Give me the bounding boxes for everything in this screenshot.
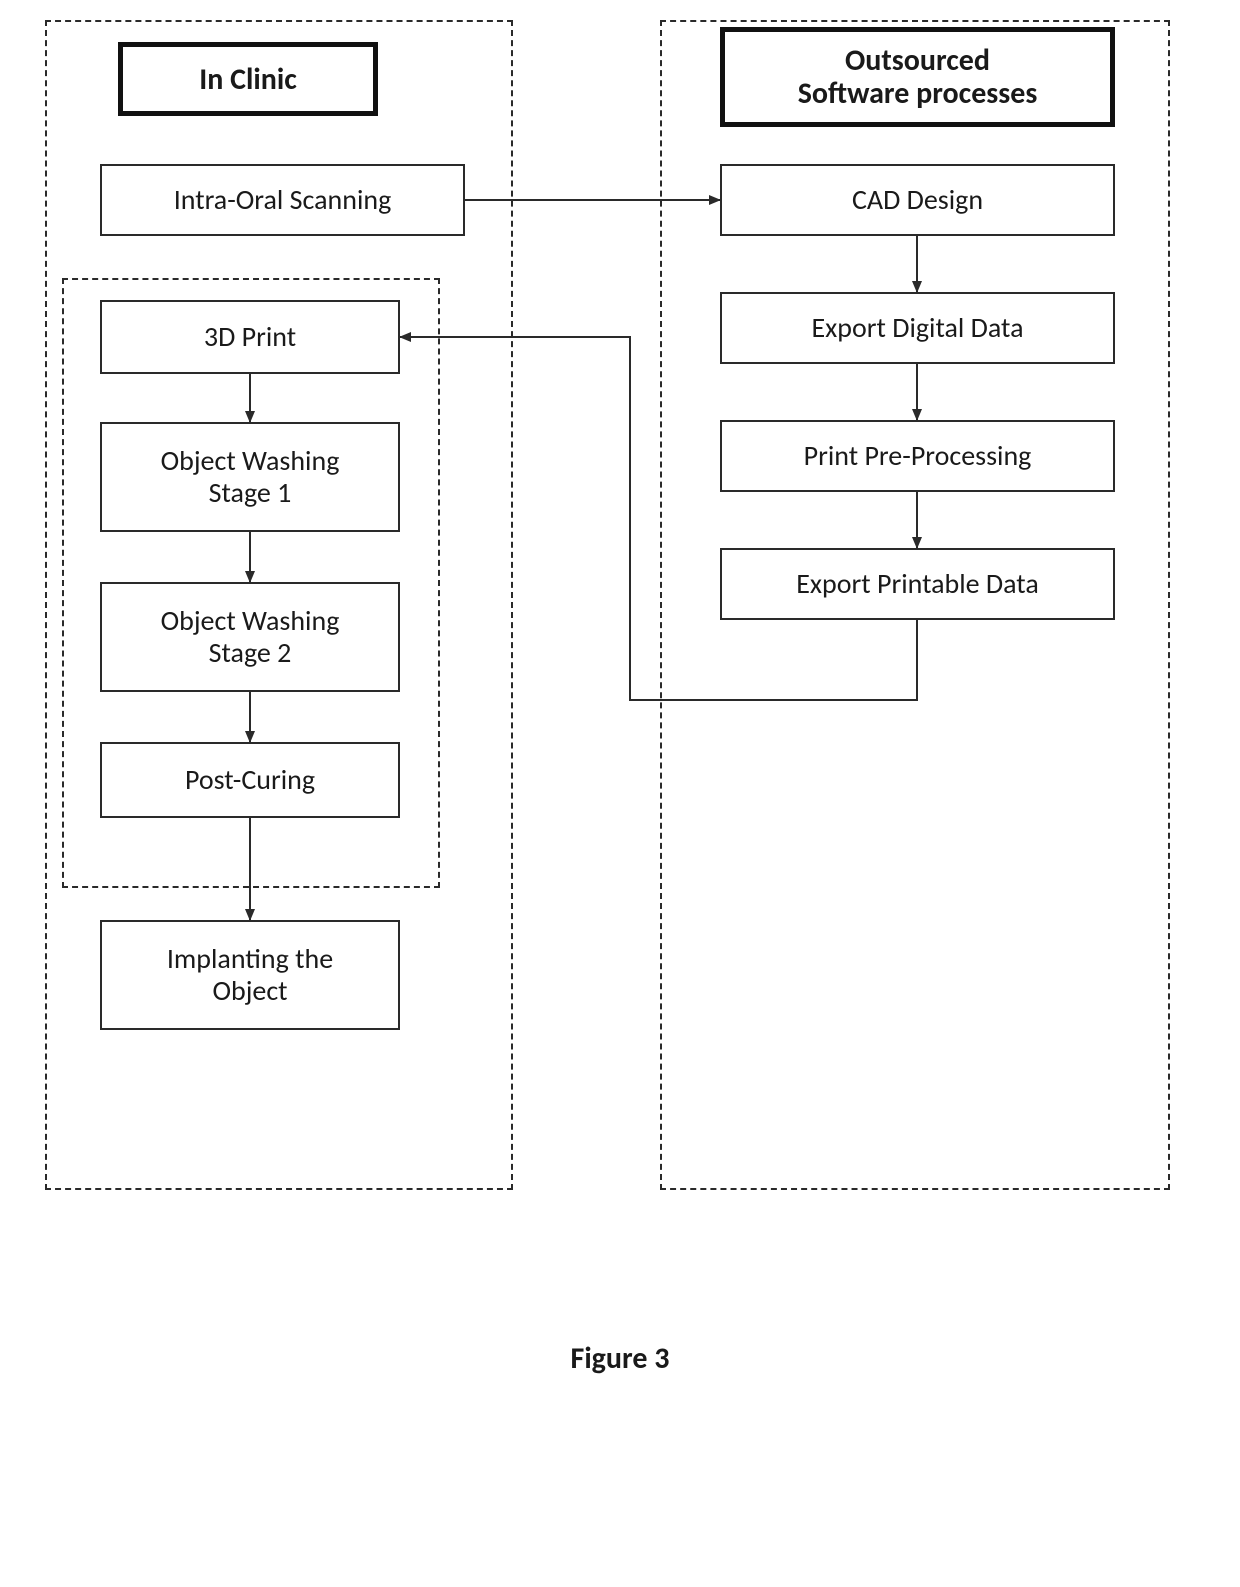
header-in-clinic-label: In Clinic <box>199 63 297 96</box>
box-label: Print Pre-Processing <box>804 440 1032 472</box>
box-label: CAD Design <box>852 184 983 216</box>
box-export-printable-data: Export Printable Data <box>720 548 1115 620</box>
box-label: Export Printable Data <box>796 568 1039 600</box>
box-export-digital-data: Export Digital Data <box>720 292 1115 364</box>
box-label: Implanting the Object <box>167 943 333 1007</box>
header-in-clinic: In Clinic <box>118 42 378 116</box>
diagram-canvas: In Clinic Outsourced Software processes … <box>0 0 1240 1587</box>
box-label: Object Washing Stage 2 <box>161 605 340 669</box>
box-wash-stage-2: Object Washing Stage 2 <box>100 582 400 692</box>
box-label: 3D Print <box>204 321 296 353</box>
box-label: Export Digital Data <box>811 312 1023 344</box>
box-3d-print: 3D Print <box>100 300 400 374</box>
box-cad-design: CAD Design <box>720 164 1115 236</box>
box-intra-oral-scanning: Intra-Oral Scanning <box>100 164 465 236</box>
box-post-curing: Post-Curing <box>100 742 400 818</box>
header-outsourced-label: Outsourced Software processes <box>798 44 1038 110</box>
box-implanting: Implanting the Object <box>100 920 400 1030</box>
box-wash-stage-1: Object Washing Stage 1 <box>100 422 400 532</box>
box-print-pre-processing: Print Pre-Processing <box>720 420 1115 492</box>
box-label: Post-Curing <box>185 764 315 796</box>
figure-caption-label: Figure 3 <box>571 1340 670 1377</box>
header-outsourced: Outsourced Software processes <box>720 27 1115 127</box>
box-label: Object Washing Stage 1 <box>161 445 340 509</box>
figure-caption: Figure 3 <box>0 1340 1240 1377</box>
box-label: Intra-Oral Scanning <box>174 184 392 216</box>
